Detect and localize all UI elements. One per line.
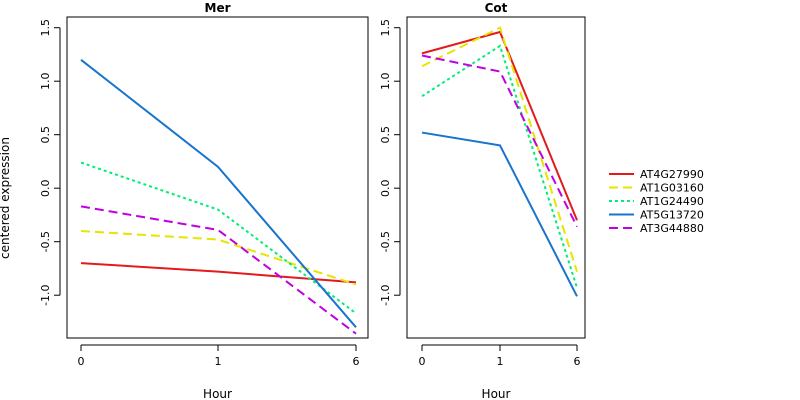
- plot-frame: [66, 16, 369, 339]
- panel-title: Cot: [485, 1, 508, 15]
- series-line-at4g27990: [421, 30, 578, 221]
- panel-mer: Mer -1.0 -0.5 0.0 0.5 1.0 1.5 0 1 6 Hour: [39, 1, 369, 400]
- y-tick-label: 1.0: [39, 72, 52, 90]
- plot-frame: [406, 16, 586, 339]
- panel-title: Mer: [205, 1, 231, 15]
- legend: AT4G27990AT1G03160AT1G24490AT5G13720AT3G…: [609, 168, 704, 235]
- y-tick-label: -0.5: [379, 231, 392, 252]
- y-tick-label: 0.0: [39, 179, 52, 197]
- y-tick-label: 0.5: [39, 126, 52, 144]
- y-tick-label: -1.0: [39, 284, 52, 305]
- y-axis-label: centered expression: [0, 137, 12, 259]
- y-tick-label: -1.0: [379, 284, 392, 305]
- x-tick-label: 1: [215, 355, 222, 368]
- panels-layer: Mer -1.0 -0.5 0.0 0.5 1.0 1.5 0 1 6 Hour Cot -1.0 -0.…: [39, 1, 586, 400]
- series-line-at1g24490: [80, 161, 357, 315]
- x-axis-label: Hour: [482, 387, 511, 400]
- x-tick-label: 6: [353, 355, 360, 368]
- series-line-at5g13720: [80, 59, 357, 328]
- legend-entry: AT5G13720: [640, 209, 704, 222]
- y-tick-label: 1.5: [379, 19, 392, 37]
- x-tick-label: 0: [419, 355, 426, 368]
- series-line-at5g13720: [421, 131, 578, 297]
- series-line-at1g03160: [80, 230, 357, 286]
- y-tick-label: 1.5: [39, 19, 52, 37]
- series-line-at3g44880: [80, 205, 357, 335]
- legend-entry: AT4G27990: [640, 168, 704, 181]
- y-tick-label: 0.0: [379, 179, 392, 197]
- x-tick-label: 6: [574, 355, 581, 368]
- legend-entry: AT1G03160: [640, 182, 704, 195]
- x-tick-label: 0: [78, 355, 85, 368]
- series-line-at1g03160: [421, 26, 578, 272]
- panel-cot: Cot -1.0 -0.5 0.0 0.5 1.0 1.5 0 1 6 Hour: [379, 1, 586, 400]
- legend-entry: AT1G24490: [640, 195, 704, 208]
- y-tick-label: 0.5: [379, 126, 392, 144]
- x-tick-label: 1: [497, 355, 504, 368]
- legend-entry: AT3G44880: [640, 222, 704, 235]
- series-line-at1g24490: [421, 44, 578, 289]
- x-axis-label: Hour: [203, 387, 232, 400]
- y-tick-label: 1.0: [379, 72, 392, 90]
- y-tick-label: -0.5: [39, 231, 52, 252]
